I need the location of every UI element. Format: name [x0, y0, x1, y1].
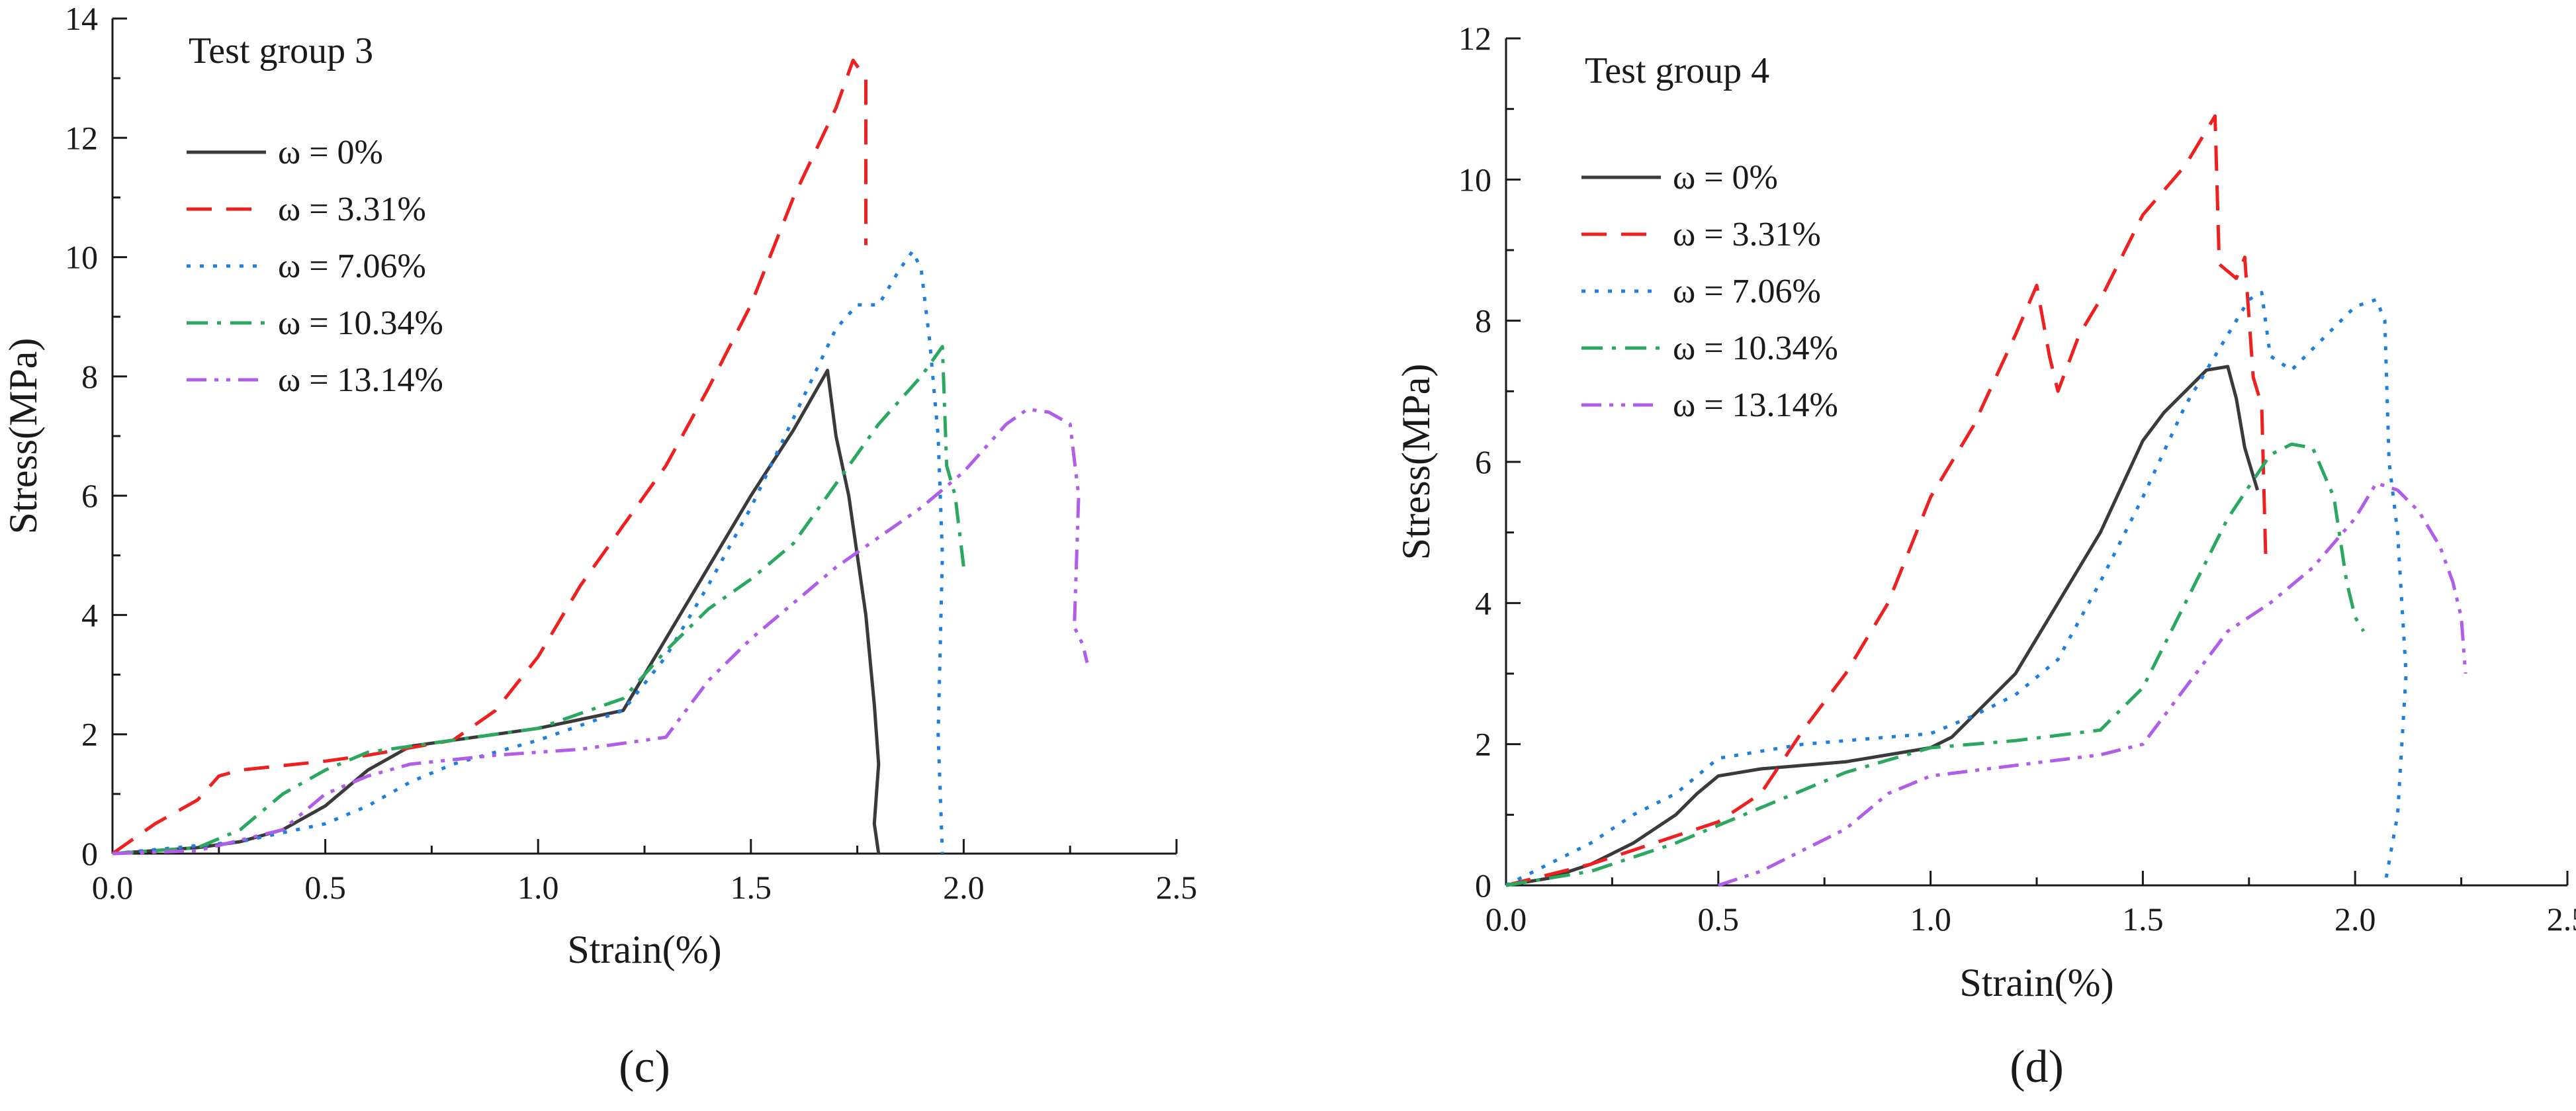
y-tick-label: 8 [81, 358, 98, 395]
x-axis-title: Strain(%) [1959, 961, 2113, 1004]
legend-label: ω = 10.34% [1673, 330, 1838, 367]
y-tick-label: 6 [81, 477, 98, 514]
y-tick-label: 2 [81, 716, 98, 753]
y-tick-label: 0 [81, 835, 98, 872]
x-tick-label: 0.5 [304, 869, 346, 906]
legend-label: ω = 7.06% [1673, 273, 1821, 310]
x-tick-label: 1.0 [517, 869, 559, 906]
series-line-4 [112, 407, 1089, 856]
series-line-0 [1505, 365, 2259, 887]
series-line-3 [1505, 442, 2366, 887]
x-tick-label: 1.0 [1910, 901, 1951, 938]
legend-label: ω = 3.31% [1673, 216, 1821, 253]
x-tick-label: 1.5 [731, 869, 772, 906]
y-tick-label: 10 [1458, 161, 1491, 198]
y-axis-title: Stress(MPa) [1, 338, 45, 535]
chart-panel-c: 0.0 0.5 1.0 1.5 2.0 2.5 0 2 4 6 8 10 12 14 Strain(%) St… [1, 0, 1197, 1092]
chart-title: Test group 3 [189, 30, 373, 71]
x-tick-label: 1.5 [2122, 901, 2164, 938]
y-tick-label: 0 [1475, 867, 1491, 904]
panel-label: (c) [619, 1042, 670, 1092]
legend-label: ω = 7.06% [278, 247, 426, 285]
series-line-0 [112, 369, 881, 856]
y-tick-label: 14 [65, 0, 98, 37]
y-tick-label: 12 [1458, 20, 1491, 57]
y-tick-label: 10 [65, 239, 98, 276]
series-line-1 [111, 58, 867, 856]
y-axis-title: Stress(MPa) [1394, 364, 1438, 560]
legend-label: ω = 10.34% [278, 304, 443, 342]
x-tick-label: 2.5 [1156, 869, 1198, 906]
y-tick-label: 8 [1475, 302, 1491, 339]
legend-label: ω = 3.31% [278, 191, 426, 228]
x-tick-label: 0.0 [1486, 901, 1527, 938]
legend-label: ω = 0% [1673, 159, 1778, 197]
legend-label: ω = 0% [278, 134, 383, 171]
y-tick-label: 4 [1475, 584, 1491, 621]
series-line-3 [112, 345, 965, 856]
y-tick-label: 6 [1475, 443, 1491, 480]
series-line-1 [1505, 114, 2268, 887]
y-tick-label: 4 [81, 596, 98, 633]
x-axis-title: Strain(%) [567, 928, 721, 971]
y-tick-label: 2 [1475, 726, 1491, 763]
legend-label: ω = 13.14% [1673, 386, 1838, 424]
chart-title: Test group 4 [1585, 50, 1769, 91]
series-line-4 [1718, 481, 2467, 887]
x-tick-label: 0.5 [1698, 901, 1740, 938]
chart-panel-d: 0.0 0.5 1.0 1.5 2.0 2.5 0 2 4 6 8 10 12 Strain(%) Stre… [1394, 20, 2576, 1092]
x-tick-label: 2.5 [2547, 901, 2576, 938]
x-tick-label: 2.0 [2334, 901, 2376, 938]
series-line-2 [112, 249, 944, 856]
series-line-2 [1505, 290, 2408, 887]
panel-label: (d) [2010, 1042, 2064, 1092]
legend-label: ω = 13.14% [278, 361, 443, 399]
x-tick-label: 0.0 [92, 869, 134, 906]
x-tick-label: 2.0 [943, 869, 985, 906]
y-tick-label: 12 [65, 119, 98, 156]
